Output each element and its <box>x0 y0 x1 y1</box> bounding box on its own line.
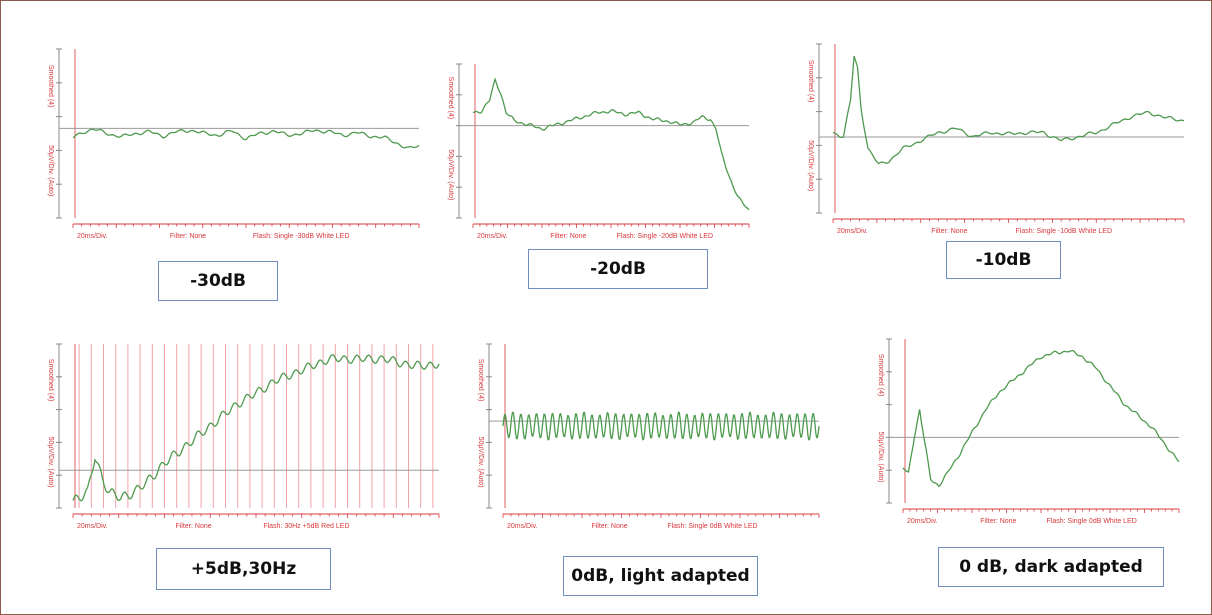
y-label-smoothed: Smoothed (4) <box>47 359 54 401</box>
caption-minus-20db: -20dB <box>528 249 708 289</box>
erg-trace <box>832 55 1185 165</box>
y-label-smoothed: Smoothed (4) <box>477 359 484 401</box>
y-label-smoothed: Smoothed (4) <box>877 354 884 396</box>
filter-label: Filter: None <box>931 228 967 235</box>
filter-label: Filter: None <box>175 523 211 530</box>
flash-label: Flash: Single 0dB White LED <box>667 523 757 530</box>
caption-0db-dark-adapted: 0 dB, dark adapted <box>938 547 1164 587</box>
x-div-label: 20ms/Div. <box>77 233 108 240</box>
erg-panel-svg: Smoothed (4) 50µV/Div. (Auto) 20ms/Div. Fil… <box>807 43 1185 235</box>
y-label-scale: 50µV/Div. (Auto) <box>807 140 814 191</box>
y-label-smoothed: Smoothed (4) <box>47 65 54 107</box>
erg-trace <box>72 354 440 502</box>
erg-trace <box>72 128 420 149</box>
erg-panel-0db-dark-adapted: Smoothed (4) 50µV/Div. (Auto) 20ms/Div. Fil… <box>861 331 1191 531</box>
erg-panel-0db-light-adapted: Smoothed (4) 50µV/Div. (Auto) 20ms/Div. Fil… <box>461 336 831 536</box>
x-div-label: 20ms/Div. <box>837 228 868 235</box>
filter-label: Filter: None <box>980 518 1016 525</box>
filter-label: Filter: None <box>591 523 627 530</box>
erg-panel-minus-10db: Smoothed (4) 50µV/Div. (Auto) 20ms/Div. Fil… <box>791 36 1196 241</box>
flash-label: Flash: Single -20dB White LED <box>617 233 714 240</box>
y-label-scale: 50µV/Div. (Auto) <box>477 437 484 488</box>
caption-minus-30db: -30dB <box>158 261 278 301</box>
flash-label: Flash: Single -30dB White LED <box>253 233 349 240</box>
erg-panel-svg: Smoothed (4) 50µV/Div. (Auto) 20ms/Div. Fil… <box>877 338 1180 525</box>
erg-panel-minus-30db: Smoothed (4) 50µV/Div. (Auto) 20ms/Div. Fil… <box>31 41 431 246</box>
y-label-scale: 50µV/Div. (Auto) <box>47 437 54 488</box>
flash-label: Flash: Single -10dB White LED <box>1016 228 1113 235</box>
erg-trace <box>502 411 820 441</box>
caption-plus-5db-30hz: +5dB,30Hz <box>156 548 331 590</box>
y-label-smoothed: Smoothed (4) <box>447 77 454 119</box>
x-div-label: 20ms/Div. <box>77 523 108 530</box>
caption-minus-10db: -10dB <box>946 241 1061 279</box>
erg-panel-svg: Smoothed (4) 50µV/Div. (Auto) 20ms/Div. Fil… <box>47 48 420 240</box>
erg-panel-svg: Smoothed (4) 50µV/Div. (Auto) 20ms/Div. Fil… <box>477 343 820 530</box>
x-div-label: 20ms/Div. <box>507 523 538 530</box>
erg-panel-minus-20db: Smoothed (4) 50µV/Div. (Auto) 20ms/Div. Fil… <box>431 56 761 246</box>
y-label-scale: 50µV/Div. (Auto) <box>877 432 884 483</box>
x-div-label: 20ms/Div. <box>477 233 508 240</box>
erg-panel-svg: Smoothed (4) 50µV/Div. (Auto) 20ms/Div. Fil… <box>47 343 440 530</box>
y-label-scale: 50µV/Div. (Auto) <box>447 149 454 200</box>
y-label-smoothed: Smoothed (4) <box>807 60 814 102</box>
flash-label: Flash: Single 0dB White LED <box>1047 518 1137 525</box>
erg-trace <box>902 349 1180 488</box>
filter-label: Filter: None <box>170 233 206 240</box>
erg-panel-plus-5db-30hz: Smoothed (4) 50µV/Div. (Auto) 20ms/Div. Fil… <box>31 336 451 536</box>
caption-0db-light-adapted: 0dB, light adapted <box>563 556 758 596</box>
erg-panel-svg: Smoothed (4) 50µV/Div. (Auto) 20ms/Div. Fil… <box>447 63 750 240</box>
erg-trace <box>472 77 750 211</box>
y-label-scale: 50µV/Div. (Auto) <box>47 145 54 196</box>
filter-label: Filter: None <box>550 233 586 240</box>
flash-label: Flash: 30Hz +5dB Red LED <box>263 523 349 530</box>
x-div-label: 20ms/Div. <box>907 518 938 525</box>
